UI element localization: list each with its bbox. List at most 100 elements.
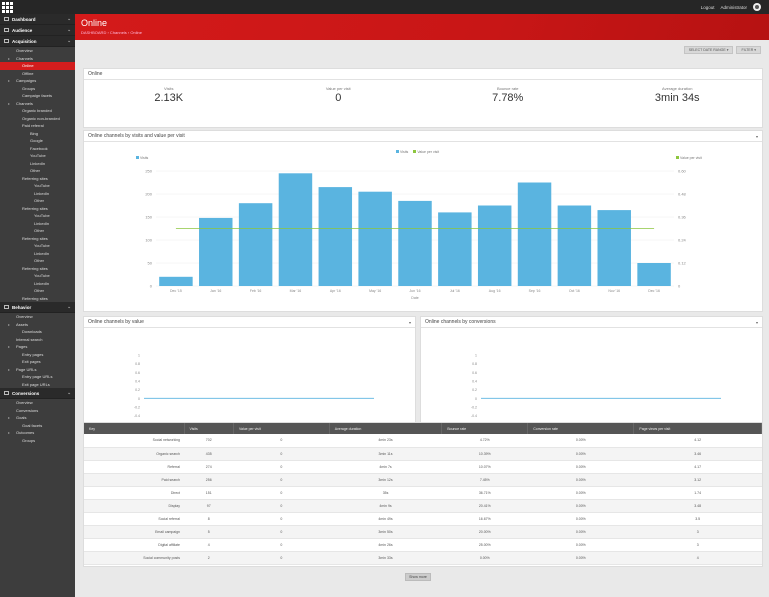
filter-button[interactable]: FILTER ▾	[736, 46, 761, 54]
chevron-down-icon[interactable]: ▾	[755, 319, 758, 325]
sidebar-item-referring-sites[interactable]: Referring sites	[22, 175, 48, 181]
bar[interactable]	[159, 276, 193, 286]
sidebar-item-goal-facets[interactable]: Goal facets	[22, 422, 43, 428]
sidebar-section-conversions[interactable]: Conversions ⌄	[0, 388, 75, 399]
sidebar-item-overview[interactable]: Overview	[16, 400, 33, 406]
bar[interactable]	[358, 191, 392, 286]
sidebar-item-referring-sites[interactable]: Referring sites	[22, 205, 48, 211]
sidebar-item-other[interactable]: Other	[34, 228, 45, 234]
sidebar-section-dashboard[interactable]: Dashboard ⌄	[0, 14, 75, 25]
bar[interactable]	[438, 212, 472, 286]
sidebar-item-youtube[interactable]: YouTube	[34, 243, 50, 249]
bar[interactable]	[238, 203, 273, 286]
sidebar-item-campaigns[interactable]: Campaigns	[0, 77, 75, 85]
sidebar-item-youtube[interactable]: YouTube	[34, 213, 50, 219]
sidebar-item-assets[interactable]: Assets	[0, 321, 75, 329]
column-header[interactable]: Value per visit	[233, 423, 330, 434]
legend-value-per-visit[interactable]: Value per visit	[413, 150, 439, 154]
sidebar-item-referring-sites[interactable]: Referring sites	[22, 265, 48, 271]
sidebar-item-paid-referral[interactable]: Paid referral	[22, 123, 44, 129]
sidebar-item-channels[interactable]: Channels	[0, 100, 75, 108]
sidebar-item-goals[interactable]: Goals	[0, 414, 75, 422]
avatar[interactable]	[753, 3, 761, 11]
sidebar-item-organic-non-branded[interactable]: Organic non-branded	[22, 115, 60, 121]
sidebar-item-campaign-facets[interactable]: Campaign facets	[22, 93, 53, 99]
bar[interactable]	[318, 187, 353, 286]
legend-visits[interactable]: Visits	[396, 150, 408, 154]
table-row[interactable]: Paid search 256 0 3min 12s 7.45% 0.00% 3.12	[84, 473, 762, 487]
sidebar-item-other[interactable]: Other	[34, 258, 45, 264]
bar[interactable]	[557, 205, 592, 287]
app-logo-icon[interactable]	[0, 0, 14, 14]
table-row[interactable]: Display 97 0 4min 9s 20.41% 0.00% 3.48	[84, 499, 762, 513]
user-name[interactable]: Administrator	[720, 4, 747, 10]
sidebar-item-linkedin[interactable]: LinkedIn	[34, 250, 50, 256]
sidebar-section-behavior[interactable]: Behavior ⌄	[0, 302, 75, 313]
sidebar-item-pages[interactable]: Pages	[0, 343, 75, 351]
column-header[interactable]: Average duration	[329, 423, 443, 434]
breadcrumb-item[interactable]: Channels	[109, 30, 127, 35]
sidebar-item-referring-sites[interactable]: Referring sites	[22, 295, 48, 301]
bar[interactable]	[597, 210, 631, 286]
sidebar-item-youtube[interactable]: YouTube	[34, 273, 50, 279]
chevron-down-icon[interactable]: ▾	[408, 319, 411, 325]
sidebar-item-facebook[interactable]: Facebook	[30, 145, 48, 151]
sidebar-item-conversions[interactable]: Conversions	[16, 407, 39, 413]
chevron-down-icon[interactable]: ▾	[755, 133, 758, 139]
column-header[interactable]: Visits	[184, 423, 234, 434]
table-row[interactable]: Social networking 702 0 4min 23s 4.72% 0.00% 4…	[84, 434, 762, 448]
table-row[interactable]: Direct 151 0 35s 36.71% 0.00% 1.74	[84, 486, 762, 500]
show-more-button[interactable]: Show more	[405, 573, 431, 581]
column-header[interactable]: Bounce rate	[441, 423, 529, 434]
sidebar-item-linkedin[interactable]: LinkedIn	[34, 280, 50, 286]
table-row[interactable]: Email campaign 5 0 3min 50s 20.00% 0.00% 3	[84, 525, 762, 539]
bar[interactable]	[278, 173, 313, 286]
sidebar-item-linkedin[interactable]: LinkedIn	[34, 190, 50, 196]
sidebar-item-downloads[interactable]: Downloads	[22, 329, 42, 335]
table-row[interactable]: Organic search 435 0 3min 11s 10.39% 0.00% 3.4…	[84, 447, 762, 461]
bar[interactable]	[398, 200, 432, 286]
column-header[interactable]: Page views per visit	[633, 423, 762, 434]
logout-link[interactable]: Logout	[700, 4, 715, 10]
sidebar-item-linkedin[interactable]: LinkedIn	[34, 220, 50, 226]
breadcrumb-item: Online	[130, 30, 142, 35]
sidebar-item-groups[interactable]: Groups	[22, 437, 36, 443]
sidebar-section-acquisition[interactable]: Acquisition ⌄	[0, 36, 75, 47]
sidebar-item-overview[interactable]: Overview	[16, 48, 33, 54]
sidebar-item-organic-branded[interactable]: Organic branded	[22, 108, 52, 114]
sidebar-item-overview[interactable]: Overview	[16, 314, 33, 320]
sidebar-item-page-urls[interactable]: Page URLs	[0, 366, 75, 374]
sidebar-item-groups[interactable]: Groups	[22, 85, 36, 91]
sidebar-item-other[interactable]: Other	[34, 198, 45, 204]
sidebar-item-youtube[interactable]: YouTube	[34, 183, 50, 189]
sidebar-item-entry-pages[interactable]: Entry pages	[22, 351, 44, 357]
sidebar-section-audience[interactable]: Audience ⌄	[0, 25, 75, 36]
bar[interactable]	[199, 217, 233, 286]
sidebar-item-channels[interactable]: Channels	[0, 55, 75, 63]
sidebar-item-outcomes[interactable]: Outcomes	[0, 429, 75, 437]
column-header[interactable]: Key	[84, 423, 185, 434]
date-range-button[interactable]: SELECT DATE RANGE ▾	[683, 46, 734, 54]
sidebar-item-google[interactable]: Google	[30, 138, 43, 144]
sidebar-item-bing[interactable]: Bing	[30, 130, 39, 136]
sidebar-item-other[interactable]: Other	[30, 168, 41, 174]
sidebar-item-internal-search[interactable]: Internal search	[16, 336, 43, 342]
sidebar-item-entry-page-urls[interactable]: Entry page URLs	[22, 374, 53, 380]
table-row[interactable]: Social community posts 2 0 3min 33s 0.00% 0.0…	[84, 551, 762, 565]
bar[interactable]	[477, 205, 512, 287]
sidebar-item-youtube[interactable]: YouTube	[30, 153, 46, 159]
table-row[interactable]: Referral 274 0 4min 7s 10.07% 0.00% 4.17	[84, 460, 762, 474]
sidebar-item-other[interactable]: Other	[34, 288, 45, 294]
breadcrumb-item[interactable]: DASHBOARD	[81, 30, 107, 35]
table-row[interactable]: Digital affiliate 4 0 4min 26s 25.00% 0.00% 3	[84, 538, 762, 552]
sidebar-item-exit-page-urls[interactable]: Exit page URLs	[22, 381, 50, 387]
sidebar-item-referring-sites[interactable]: Referring sites	[22, 235, 48, 241]
column-header[interactable]: Conversion rate	[527, 423, 635, 434]
table-row[interactable]: Social referral 8 0 4min 49s 16.67% 0.00% 3.5	[84, 512, 762, 526]
bar[interactable]	[517, 182, 552, 287]
sidebar-item-linkedin[interactable]: LinkedIn	[30, 160, 46, 166]
sidebar-item-offline[interactable]: Offline	[22, 70, 34, 76]
sidebar-item-online[interactable]: Online	[0, 62, 75, 70]
sidebar-item-exit-pages[interactable]: Exit pages	[22, 359, 41, 365]
bar[interactable]	[637, 263, 671, 286]
